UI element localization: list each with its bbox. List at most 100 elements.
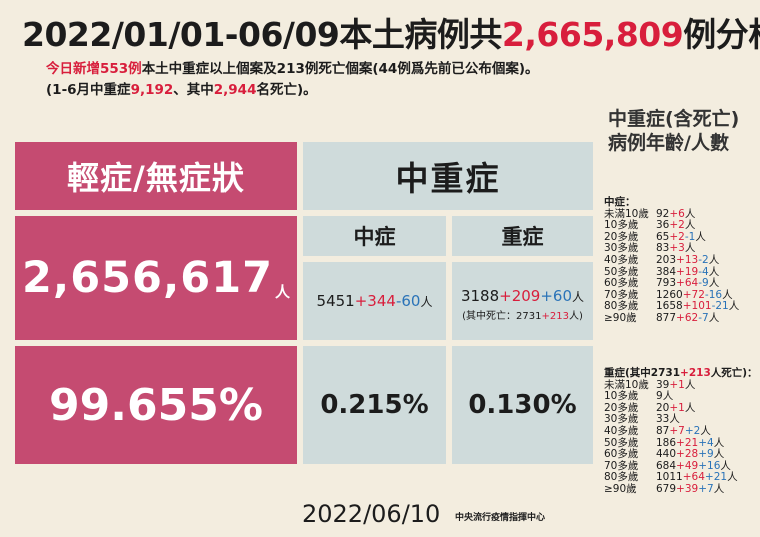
age-row: 20多歲 20+1人: [604, 401, 760, 415]
critical-death-prefix: (其中死亡：2731: [462, 310, 542, 322]
moderate-base: 5451: [316, 292, 355, 310]
age-label: 50多歲: [604, 265, 639, 278]
moderate-unit: 人: [420, 294, 433, 309]
subtitle-rest: 本土中重症以上個案及213例死亡個案(44例爲先前已公布個案)。: [141, 61, 539, 77]
title-total: 2,665,809: [501, 15, 684, 54]
subtitle-2c: 、其中: [173, 82, 214, 98]
age-base: 92: [656, 207, 670, 220]
age-row: 10多歲 9人: [604, 390, 760, 403]
critical-age-list: 重症(其中2731+213人死亡)： 未滿10歲 39+1人 10多歲 9人 20多歲 2…: [604, 367, 760, 496]
critical-label-a: 重症(其中2731: [604, 367, 681, 379]
age-adjust: -4: [698, 265, 709, 278]
age-plus: +3: [669, 242, 685, 255]
page-title: 2022/01/01-06/09本土病例共2,665,809例分析: [22, 8, 760, 56]
age-label: 20多歲: [604, 230, 639, 243]
age-base: 33: [656, 413, 670, 426]
age-plus: +28: [676, 448, 699, 461]
age-base: 440: [656, 448, 677, 461]
mild-unit: 人: [275, 282, 291, 301]
age-label: 未滿10歲: [604, 378, 649, 391]
age-plus: +64: [676, 277, 699, 290]
critical-header: 重症: [452, 216, 593, 256]
age-base: 203: [656, 253, 677, 266]
age-unit: 人: [708, 311, 720, 324]
age-label: 未滿10歲: [604, 207, 649, 220]
age-unit: 人: [684, 401, 696, 414]
age-row: 30多歲 33人: [604, 414, 760, 426]
moderate-minus: -60: [395, 292, 421, 310]
age-base: 1011: [656, 471, 683, 484]
age-row: ≥90歲 679+39+7人: [604, 482, 760, 496]
age-label: 40多歲: [604, 253, 639, 266]
age-unit: 人: [708, 277, 720, 290]
mild-count-cell: 2,656,617 人: [15, 216, 297, 340]
critical-plus2: +60: [540, 286, 573, 305]
age-label: 20多歲: [604, 401, 639, 414]
age-label: 70多歲: [604, 459, 639, 472]
critical-age-label: 重症(其中2731+213人死亡)：: [604, 367, 760, 380]
age-label: 80多歲: [604, 300, 639, 313]
age-base: 793: [656, 277, 677, 290]
age-adjust: +9: [698, 448, 714, 461]
age-unit: 人: [684, 242, 696, 255]
age-base: 20: [656, 401, 670, 414]
age-unit: 人: [727, 471, 738, 484]
age-label: 80多歲: [604, 471, 639, 484]
subtitle-line-2: (1-6月中重症9,192、其中2,944名死亡)。: [46, 78, 317, 98]
age-label: 30多歲: [604, 242, 639, 255]
critical-death-suffix: 人): [568, 310, 583, 322]
age-plus: +49: [676, 459, 699, 472]
severe-header: 中重症: [303, 142, 593, 210]
moderate-count: 5451 +344 -60 人: [303, 262, 446, 340]
moderate-age-list: 中症： 未滿10歲 92+6人 10多歲 36+2人 20多歲 65+2-1人 30多歲 83…: [604, 196, 760, 325]
age-plus: +1: [669, 401, 685, 414]
age-base: 65: [656, 230, 670, 243]
age-adjust: +7: [698, 482, 714, 495]
age-base: 1260: [656, 288, 683, 301]
age-label: ≥90歲: [604, 482, 637, 495]
age-unit: 人: [713, 482, 725, 495]
age-plus: +2: [669, 219, 685, 232]
age-base: 684: [656, 459, 677, 472]
age-adjust: -16: [704, 288, 723, 301]
critical-plus: +209: [499, 286, 541, 305]
age-unit: 人: [669, 413, 680, 426]
age-adjust: -2: [698, 253, 709, 266]
critical-unit: 人: [572, 289, 585, 304]
age-row: 40多歲 87+7+2人: [604, 424, 760, 438]
age-plus: +64: [682, 471, 705, 484]
report-date: 2022/06/10: [302, 500, 441, 528]
age-row: 40多歲 203+13-2人: [604, 253, 760, 267]
age-label: 70多歲: [604, 288, 639, 301]
age-row: 60多歲 440+28+9人: [604, 448, 760, 461]
age-row: 60多歲 793+64-9人: [604, 277, 760, 290]
age-plus: +2: [669, 230, 685, 243]
age-plus: +72: [682, 288, 705, 301]
age-plus: +19: [676, 265, 699, 278]
moderate-age-label: 中症：: [604, 196, 636, 208]
age-row: 未滿10歲 39+1人: [604, 378, 760, 392]
age-adjust: -9: [698, 277, 709, 290]
side-title: 中重症(含死亡)病例年齡/人數: [608, 108, 740, 154]
age-adjust: +16: [698, 459, 721, 472]
age-unit: 人: [684, 219, 696, 232]
age-unit: 人: [728, 300, 740, 313]
age-plus: +62: [676, 311, 699, 324]
age-base: 9: [656, 390, 663, 403]
age-row: 70多歲 684+49+16人: [604, 459, 760, 473]
age-adjust: -7: [698, 311, 709, 324]
critical-label-c: 人死亡)：: [710, 367, 758, 379]
age-base: 39: [656, 378, 670, 391]
subtitle-2b: 9,192: [130, 82, 174, 98]
age-unit: 人: [708, 265, 720, 278]
age-label: 10多歲: [604, 390, 639, 403]
age-adjust: +4: [698, 436, 714, 449]
age-unit: 人: [662, 390, 674, 403]
age-adjust: -21: [711, 300, 729, 313]
age-base: 384: [656, 265, 677, 278]
age-row: ≥90歲 877+62-7人: [604, 311, 760, 325]
age-label: 60多歲: [604, 448, 639, 461]
age-label: 40多歲: [604, 424, 639, 437]
age-unit: 人: [713, 448, 725, 461]
age-base: 877: [656, 311, 677, 324]
